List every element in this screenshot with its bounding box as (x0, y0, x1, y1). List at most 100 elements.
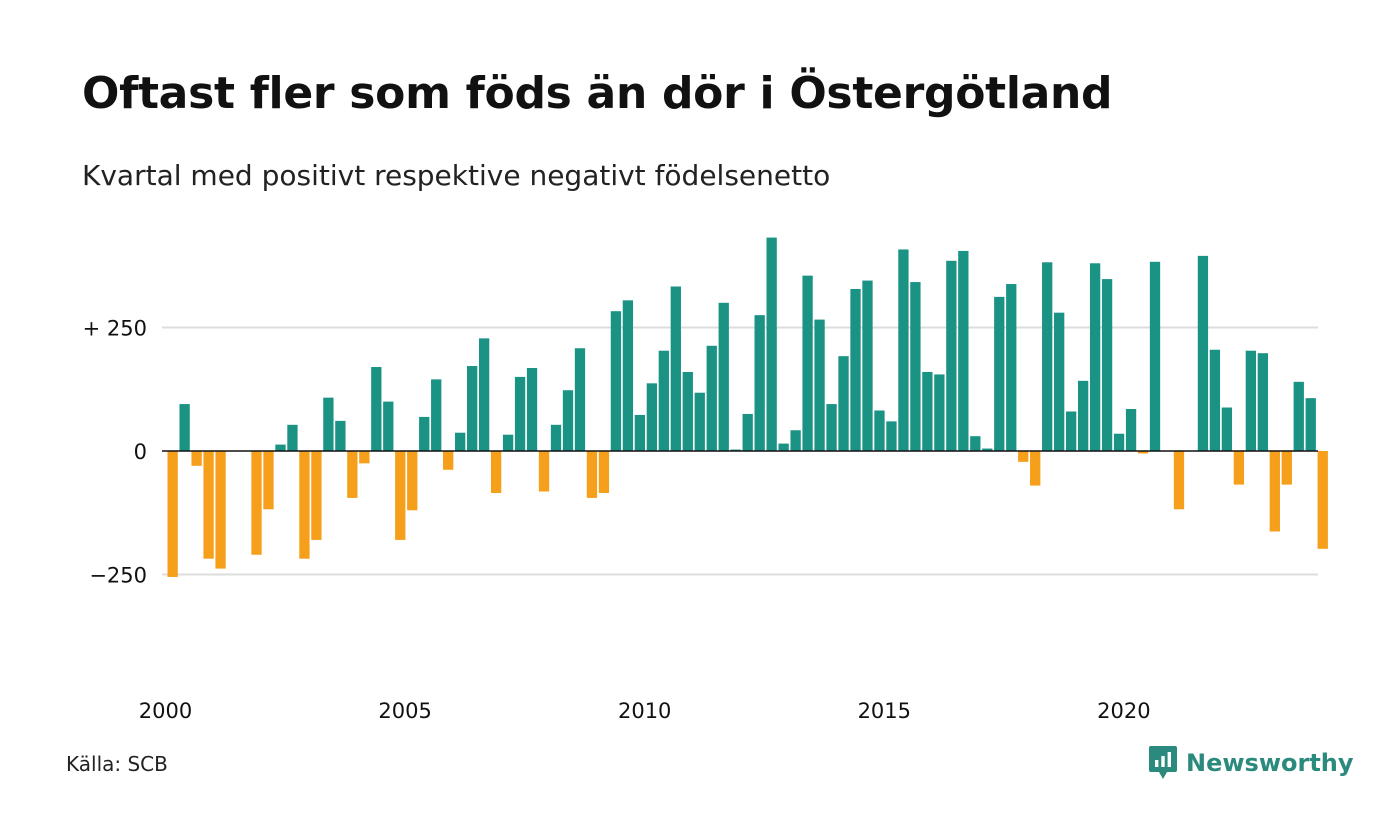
bar (682, 371, 693, 451)
y-tick-label: −250 (89, 564, 147, 588)
bar (1149, 261, 1161, 451)
bar (790, 430, 801, 451)
x-tick-label: 2000 (139, 699, 192, 723)
bar (994, 296, 1005, 451)
bar (1209, 349, 1221, 451)
bar (1077, 380, 1089, 451)
bar (395, 451, 406, 540)
bar (1006, 284, 1017, 451)
bar (946, 260, 957, 451)
bar (371, 367, 382, 451)
bar (1113, 433, 1125, 451)
bar (335, 420, 346, 451)
bar (526, 368, 538, 451)
source-note: Källa: SCB (66, 752, 168, 776)
bar (1293, 381, 1304, 451)
bar (1197, 255, 1209, 451)
bar (1305, 398, 1316, 451)
bar (490, 451, 502, 493)
bar (478, 338, 490, 451)
bar (970, 436, 981, 451)
bar (514, 376, 526, 451)
bar (802, 275, 813, 451)
gridlines (162, 326, 1318, 576)
bar (550, 424, 562, 451)
bar (263, 451, 274, 510)
bar (706, 345, 717, 451)
bar (215, 451, 226, 569)
bar (874, 410, 885, 451)
bar (538, 451, 550, 492)
bar (275, 444, 286, 451)
bar (694, 392, 705, 451)
bar (443, 451, 454, 470)
bar (562, 390, 574, 451)
bar (610, 311, 622, 451)
bar (179, 404, 190, 451)
bar (922, 371, 933, 451)
bar (419, 416, 430, 451)
bar (766, 237, 777, 451)
bar (1233, 451, 1245, 485)
bar (862, 280, 873, 451)
bar (251, 451, 262, 555)
bar (191, 451, 202, 466)
bar (742, 413, 753, 451)
bar (826, 404, 837, 451)
bar (1137, 451, 1149, 454)
bar (431, 379, 442, 451)
bars (167, 237, 1328, 577)
bar (1269, 451, 1280, 532)
bar (622, 300, 634, 451)
bar (502, 434, 514, 451)
bar (359, 451, 370, 464)
bar (1089, 263, 1101, 451)
bar (455, 432, 466, 451)
bar (1317, 451, 1328, 549)
chart-title: Oftast fler som föds än dör i Östergötla… (82, 68, 1113, 119)
bar (407, 451, 418, 511)
bar (1018, 451, 1029, 462)
bar (754, 315, 765, 451)
y-axis-ticks: + 250 0 −250 (83, 317, 147, 588)
x-tick-label: 2020 (1097, 699, 1150, 723)
bar (886, 421, 897, 451)
bar (467, 366, 478, 451)
newsworthy-logo-icon (1149, 746, 1177, 779)
bar (718, 302, 729, 451)
brand-logo[interactable]: Newsworthy (1148, 743, 1354, 783)
bar (658, 350, 669, 451)
x-axis-ticks: 2000 2005 2010 2015 2020 (139, 699, 1151, 723)
bar (646, 383, 657, 451)
bar (814, 319, 825, 451)
bar (311, 451, 322, 540)
bar (167, 451, 178, 577)
bar (670, 286, 681, 451)
bar (1042, 262, 1053, 451)
bar (898, 249, 909, 451)
bar (598, 451, 610, 493)
bar (634, 414, 646, 451)
bar (287, 424, 298, 451)
bar (934, 374, 945, 451)
bar (299, 451, 310, 559)
x-tick-label: 2015 (858, 699, 911, 723)
bar (1221, 407, 1233, 451)
bar (982, 448, 993, 451)
bar (347, 451, 358, 498)
bar (203, 451, 214, 559)
bar (910, 282, 921, 451)
bar (1054, 312, 1065, 451)
chart-subtitle: Kvartal med positivt respektive negativt… (82, 159, 831, 192)
bar (1030, 451, 1041, 486)
bar (323, 397, 334, 451)
bar (778, 443, 789, 451)
bar (1173, 451, 1185, 510)
bar (850, 288, 861, 451)
y-tick-label: + 250 (83, 317, 147, 341)
brand-name: Newsworthy (1186, 749, 1354, 777)
bar (383, 401, 394, 451)
x-tick-label: 2005 (378, 699, 431, 723)
bar (958, 250, 969, 451)
bar (586, 451, 598, 498)
